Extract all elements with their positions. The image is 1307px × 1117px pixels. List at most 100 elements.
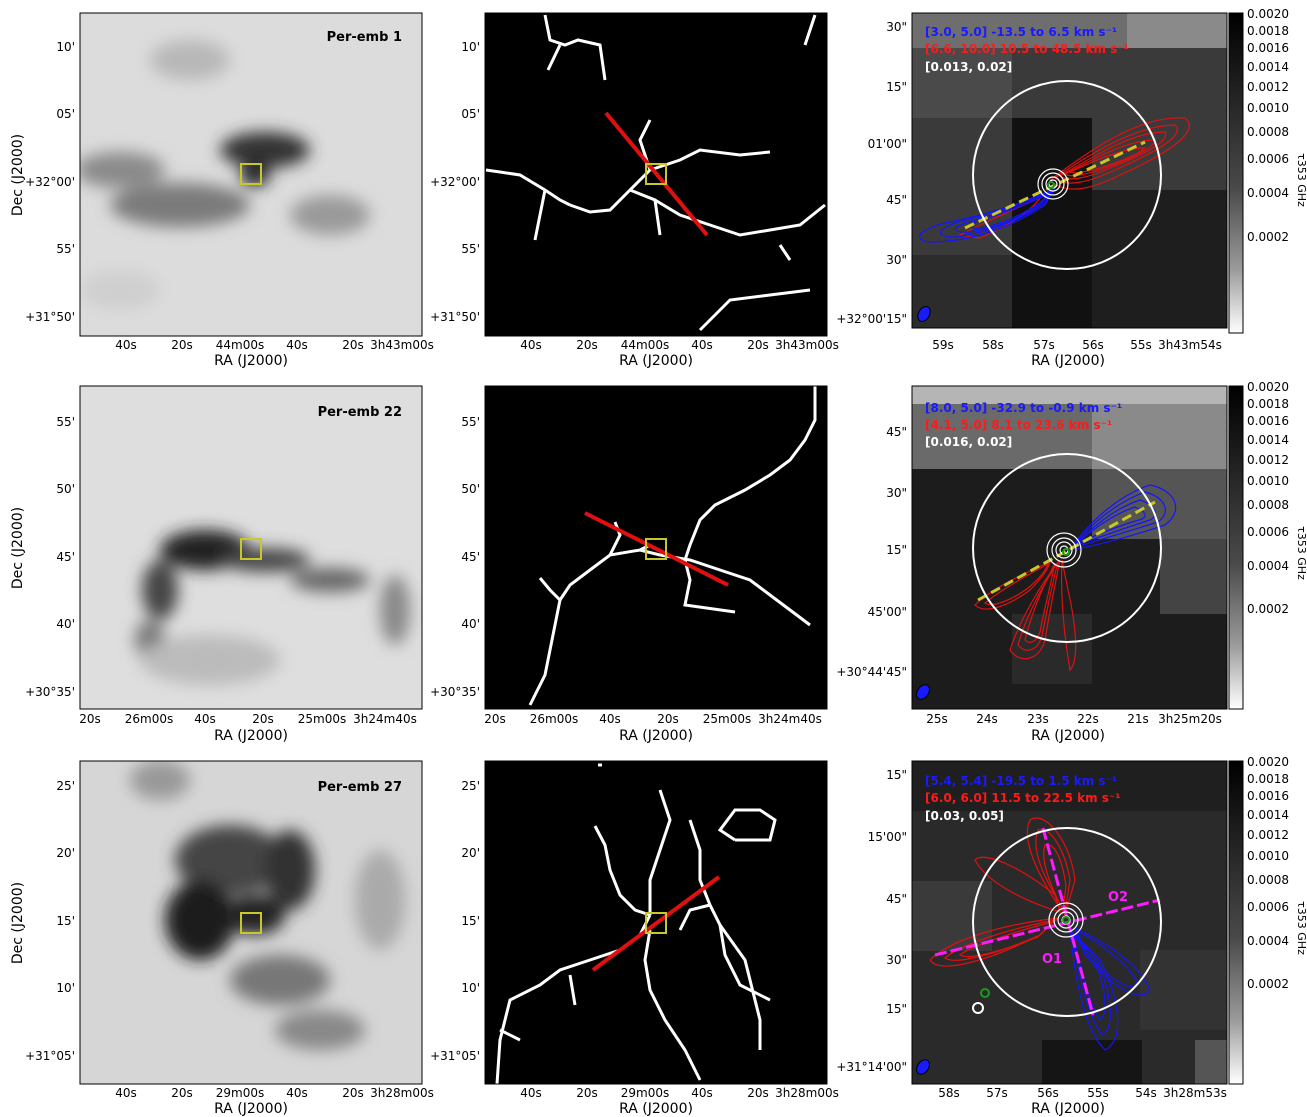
tau-map-panel: Per-emb 22 55' 50' 45' 40' +30°35' 20s 2… bbox=[10, 385, 423, 744]
outflow-label-o2: O2 bbox=[1108, 890, 1128, 905]
ra-tick: 3h28m00s bbox=[775, 1086, 839, 1100]
colorbar-tick: 0.0010 bbox=[1247, 474, 1289, 488]
legend: [3.0, 5.0] -13.5 to 6.5 km s⁻¹ [6.6, 10.… bbox=[925, 25, 1129, 74]
dec-tick: 45' bbox=[461, 550, 480, 564]
dec-tick: 55' bbox=[461, 415, 480, 429]
dec-tick: 05' bbox=[461, 107, 480, 121]
colorbar-tick: 0.0016 bbox=[1247, 41, 1289, 55]
dec-tick: +32°00'15" bbox=[836, 312, 907, 326]
ra-tick: 29m00s bbox=[216, 1086, 264, 1100]
colorbar-tick: 0.0002 bbox=[1247, 977, 1289, 991]
colorbar-tick: 0.0012 bbox=[1247, 828, 1289, 842]
colorbar-tick: 0.0006 bbox=[1247, 900, 1289, 914]
legend-red: [6.0, 6.0] 11.5 to 22.5 km s⁻¹ bbox=[925, 791, 1121, 805]
skeleton-lines bbox=[528, 386, 817, 706]
beam-circle bbox=[972, 453, 1162, 643]
ra-tick: 57s bbox=[1033, 338, 1055, 352]
dec-tick: 15'00" bbox=[868, 830, 907, 844]
ra-tick: 26m00s bbox=[125, 712, 173, 726]
dec-ticks: 15" 15'00" 45" 30" 15" +31°14'00" bbox=[836, 768, 907, 1074]
colorbar-label: τ353 GHz bbox=[1295, 153, 1307, 207]
ra-tick: 3h28m00s bbox=[370, 1086, 434, 1100]
dec-tick: 45" bbox=[886, 892, 907, 906]
colorbar-ticks: 0.0020 0.0018 0.0016 0.0014 0.0012 0.001… bbox=[1247, 755, 1289, 991]
legend-white: [0.016, 0.02] bbox=[925, 435, 1012, 449]
ra-tick: 58s bbox=[982, 338, 1004, 352]
dec-ticks: 10' 05' +32°00' 55' +31°50' bbox=[25, 40, 75, 324]
colorbar-ticks: 0.0020 0.0018 0.0016 0.0014 0.0012 0.001… bbox=[1247, 380, 1289, 616]
ra-tick: 44m00s bbox=[216, 338, 264, 352]
ra-tick: 56s bbox=[1037, 1086, 1059, 1100]
dec-tick: +32°00' bbox=[25, 175, 75, 189]
tau-map-panel: Per-emb 1 10' 05' +32°00' 55' +31°50' 40… bbox=[10, 12, 434, 369]
colorbar-tick: 0.0006 bbox=[1247, 525, 1289, 539]
colorbar: 0.0020 0.0018 0.0016 0.0014 0.0012 0.001… bbox=[1228, 7, 1307, 334]
dec-tick: 30" bbox=[886, 486, 907, 500]
legend-blue: [8.0, 5.0] -32.9 to -0.9 km s⁻¹ bbox=[925, 401, 1122, 415]
ra-tick: 59s bbox=[932, 338, 954, 352]
dec-tick: 55' bbox=[461, 242, 480, 256]
legend: [8.0, 5.0] -32.9 to -0.9 km s⁻¹ [4.1, 5.… bbox=[925, 401, 1122, 449]
ra-tick: 20s bbox=[576, 1086, 598, 1100]
source-box bbox=[240, 538, 262, 560]
ra-tick: 20s bbox=[747, 1086, 769, 1100]
colorbar-tick: 0.0004 bbox=[1247, 186, 1289, 200]
dec-tick: 10' bbox=[461, 981, 480, 995]
colorbar-tick: 0.0014 bbox=[1247, 808, 1289, 822]
ra-tick: 3h24m40s bbox=[758, 712, 822, 726]
ra-axis-label: RA (J2000) bbox=[619, 728, 693, 744]
colorbar-tick: 0.0020 bbox=[1247, 7, 1289, 21]
colorbar-tick: 0.0016 bbox=[1247, 414, 1289, 428]
dec-tick: +31°50' bbox=[430, 310, 480, 324]
filament-skeleton-panel: 55' 50' 45' 40' +30°35' 20s 26m00s 40s 2… bbox=[430, 385, 828, 744]
source-box bbox=[240, 163, 262, 185]
skeleton-lines bbox=[485, 14, 826, 332]
dec-ticks: 10' 05' +32°00' 55' +31°50' bbox=[430, 40, 480, 324]
dec-tick: +31°05' bbox=[430, 1049, 480, 1063]
colorbar-tick: 0.0018 bbox=[1247, 397, 1289, 411]
dec-tick: 15' bbox=[461, 914, 480, 928]
colorbar-tick: 0.0012 bbox=[1247, 80, 1289, 94]
dec-tick: +30°35' bbox=[25, 685, 75, 699]
colorbar: 0.0020 0.0018 0.0016 0.0014 0.0012 0.001… bbox=[1228, 380, 1307, 710]
outflow-labels: O1 O2 bbox=[1042, 890, 1128, 967]
dec-tick: 15" bbox=[886, 543, 907, 557]
ra-tick: 25s bbox=[926, 712, 948, 726]
colorbar-tick: 0.0004 bbox=[1247, 934, 1289, 948]
colorbar: 0.0020 0.0018 0.0016 0.0014 0.0012 0.001… bbox=[1228, 755, 1307, 1085]
colorbar-tick: 0.0014 bbox=[1247, 60, 1289, 74]
ra-tick: 22s bbox=[1077, 712, 1099, 726]
colorbar-tick: 0.0006 bbox=[1247, 152, 1289, 166]
colorbar-tick: 0.0010 bbox=[1247, 101, 1289, 115]
ra-tick: 3h43m00s bbox=[775, 338, 839, 352]
ra-tick: 40s bbox=[286, 1086, 308, 1100]
dec-tick: +30°44'45" bbox=[836, 665, 907, 679]
dec-tick: 20' bbox=[56, 846, 75, 860]
dec-tick: 15" bbox=[886, 80, 907, 94]
ra-axis-label: RA (J2000) bbox=[619, 1101, 693, 1117]
dec-tick: 30" bbox=[886, 953, 907, 967]
ra-tick: 3h24m40s bbox=[353, 712, 417, 726]
ra-axis-label: RA (J2000) bbox=[1031, 353, 1105, 369]
colorbar-tick: 0.0014 bbox=[1247, 433, 1289, 447]
ra-tick: 55s bbox=[1087, 1086, 1109, 1100]
ra-axis-label: RA (J2000) bbox=[619, 353, 693, 369]
colorbar-tick: 0.0002 bbox=[1247, 230, 1289, 244]
legend-blue: [5.4, 5.4] -19.5 to 1.5 km s⁻¹ bbox=[925, 774, 1117, 788]
dec-tick: 50' bbox=[56, 482, 75, 496]
outflow-zoom-panel: [3.0, 5.0] -13.5 to 6.5 km s⁻¹ [6.6, 10.… bbox=[836, 12, 1228, 369]
row-per-emb-22: Per-emb 22 55' 50' 45' 40' +30°35' 20s 2… bbox=[10, 380, 1307, 744]
dec-tick: 30" bbox=[886, 20, 907, 34]
ra-tick: 20s bbox=[342, 338, 364, 352]
ra-axis-label: RA (J2000) bbox=[214, 353, 288, 369]
source-box bbox=[645, 538, 667, 560]
colorbar-tick: 0.0008 bbox=[1247, 498, 1289, 512]
outflow-zoom-panel: [5.4, 5.4] -19.5 to 1.5 km s⁻¹ [6.0, 6.0… bbox=[836, 760, 1228, 1117]
row-per-emb-27: Per-emb 27 25' 20' 15' 10' +31°05' 40s 2… bbox=[10, 755, 1307, 1117]
dec-ticks: 55' 50' 45' 40' +30°35' bbox=[430, 415, 480, 699]
ra-tick: 40s bbox=[194, 712, 216, 726]
ra-tick: 25m00s bbox=[703, 712, 751, 726]
ra-tick: 20s bbox=[657, 712, 679, 726]
dec-ticks: 55' 50' 45' 40' +30°35' bbox=[25, 415, 75, 699]
